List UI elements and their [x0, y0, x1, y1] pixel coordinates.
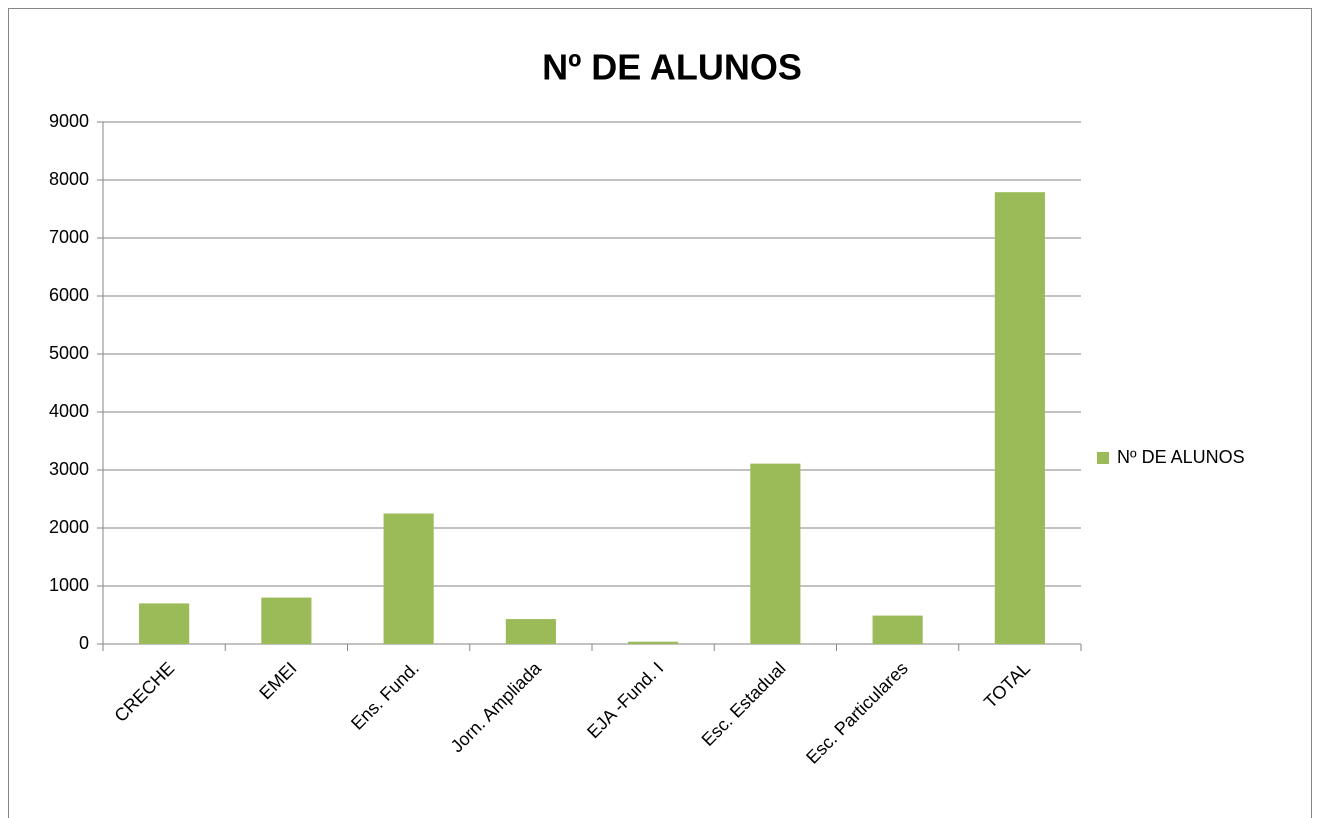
y-tick-label: 5000 — [49, 343, 89, 363]
bar — [261, 597, 312, 644]
bar — [139, 603, 190, 644]
y-tick-label: 6000 — [49, 285, 89, 305]
y-tick-label: 4000 — [49, 401, 89, 421]
bar — [383, 513, 434, 644]
bar — [505, 619, 556, 644]
bar — [750, 463, 801, 644]
y-tick-label: 0 — [79, 633, 89, 653]
y-tick-label: 3000 — [49, 459, 89, 479]
y-tick-label: 1000 — [49, 575, 89, 595]
bar — [628, 641, 679, 644]
bar — [994, 192, 1045, 644]
bar — [872, 615, 923, 644]
y-tick-label: 2000 — [49, 517, 89, 537]
y-tick-label: 8000 — [49, 169, 89, 189]
chart-title: Nº DE ALUNOS — [542, 47, 802, 88]
legend-swatch — [1097, 452, 1109, 464]
y-tick-label: 9000 — [49, 111, 89, 131]
legend-label: Nº DE ALUNOS — [1117, 447, 1245, 467]
y-tick-label: 7000 — [49, 227, 89, 247]
chart-border — [8, 8, 1312, 818]
